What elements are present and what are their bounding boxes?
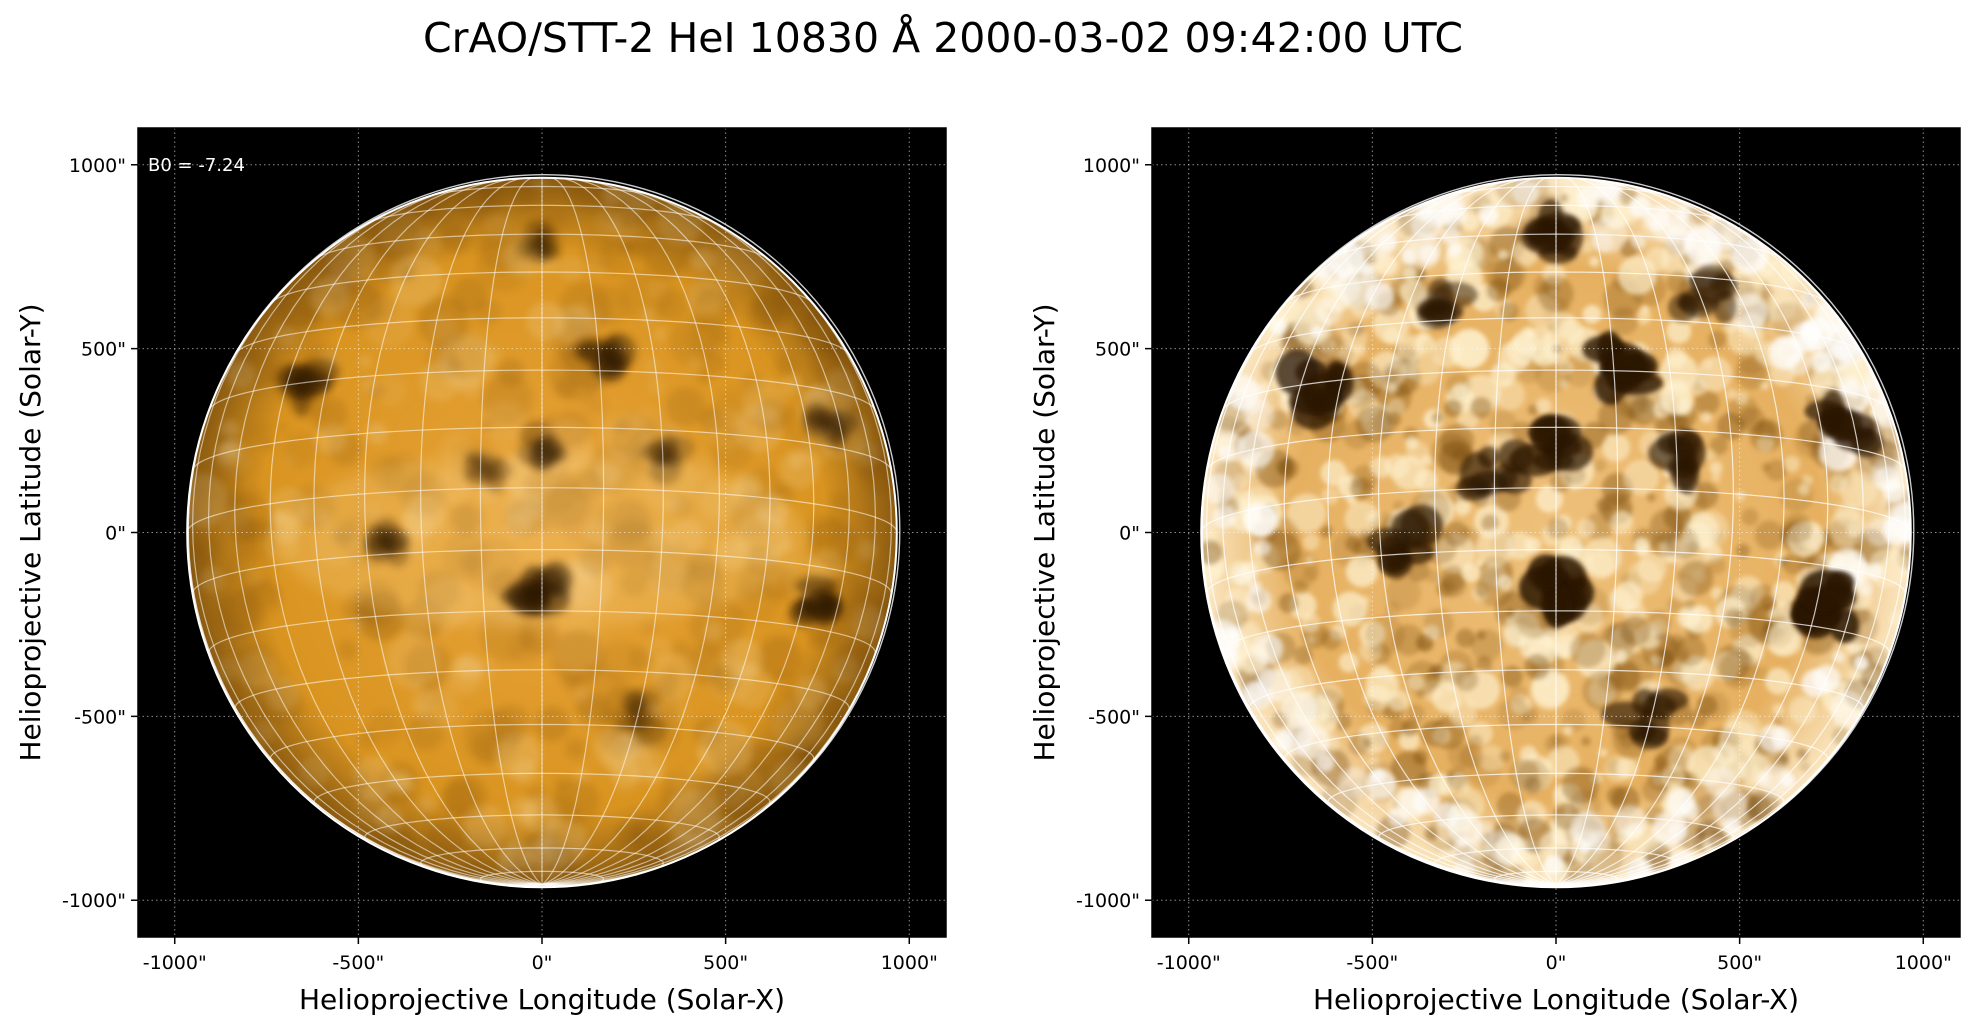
helioprojective-grid: [138, 128, 946, 937]
dark-feature: [516, 221, 560, 265]
x-tick-label: 0": [532, 952, 553, 974]
dark-feature: [517, 421, 569, 471]
dark-feature: [464, 450, 513, 494]
y-tick-label: -500": [1088, 706, 1140, 728]
x-tick-label: -500": [1346, 952, 1398, 974]
dark-feature: [1521, 199, 1584, 264]
y-tick-label: 1000": [1083, 155, 1140, 177]
x-tick-label: -1000": [1157, 952, 1221, 974]
y-tick-label: 500": [1095, 339, 1140, 361]
y-tick-label: 0": [105, 523, 126, 545]
x-tick-label: 0": [1546, 952, 1567, 974]
dark-feature: [364, 517, 410, 567]
y-tick-label: -1000": [1076, 890, 1140, 912]
dark-feature: [1582, 330, 1663, 405]
x-axis-label: Helioprojective Longitude (Solar-X): [299, 983, 785, 1016]
dark-feature: [1518, 554, 1594, 629]
limb-outline: [1201, 174, 1915, 887]
figure-title: CrAO/STT-2 HeI 10830 Å 2000-03-02 09:42:…: [423, 14, 1463, 62]
dark-feature: [1804, 389, 1883, 458]
dark-feature: [1366, 504, 1443, 578]
x-tick-label: -500": [332, 952, 384, 974]
y-axis-label: Helioprojective Latitude (Solar-Y): [14, 303, 47, 761]
dark-feature: [1790, 569, 1860, 644]
dark-feature: [1275, 349, 1354, 430]
solar-disk: [187, 177, 897, 888]
limb-outline: [187, 174, 901, 887]
disk-texture: [1201, 177, 1911, 888]
y-tick-label: -1000": [62, 890, 126, 912]
heliographic-grid: [1201, 177, 1911, 888]
dark-feature: [1455, 439, 1535, 501]
disk-texture: [187, 177, 897, 888]
y-tick-label: 1000": [69, 155, 126, 177]
dark-feature: [500, 561, 573, 616]
y-tick-label: 0": [1119, 523, 1140, 545]
y-axis-label: Helioprojective Latitude (Solar-Y): [1028, 303, 1061, 761]
x-axis-label: Helioprojective Longitude (Solar-X): [1313, 983, 1799, 1016]
x-tick-label: 500": [1717, 952, 1762, 974]
y-tick-label: -500": [74, 706, 126, 728]
solar-limb: [186, 176, 898, 889]
dark-feature: [1668, 264, 1738, 324]
heliographic-grid: [187, 177, 897, 888]
axes-frame: [1151, 127, 1961, 938]
b0-annotation: B0 = -7.24: [148, 155, 245, 176]
dark-feature: [616, 689, 667, 746]
helioprojective-grid: [1152, 128, 1960, 937]
plot-area: [138, 128, 946, 937]
x-tick-label: 1000": [1895, 952, 1952, 974]
x-tick-label: 1000": [881, 952, 938, 974]
y-tick-label: 500": [81, 339, 126, 361]
dark-feature: [574, 333, 637, 383]
dark-feature: [1648, 428, 1706, 495]
dark-feature: [789, 575, 844, 627]
dark-feature: [1508, 414, 1593, 477]
dark-feature: [1416, 277, 1478, 330]
dark-feature: [1601, 688, 1689, 750]
x-tick-label: 500": [703, 952, 748, 974]
solar-limb: [1200, 176, 1912, 889]
axes-frame: [137, 127, 947, 938]
dark-feature: [275, 358, 340, 417]
x-tick-label: -1000": [143, 952, 207, 974]
dark-feature: [803, 401, 859, 450]
solar-disk: [1201, 177, 1911, 888]
plot-area: [1152, 128, 1960, 937]
dark-feature: [637, 433, 694, 485]
